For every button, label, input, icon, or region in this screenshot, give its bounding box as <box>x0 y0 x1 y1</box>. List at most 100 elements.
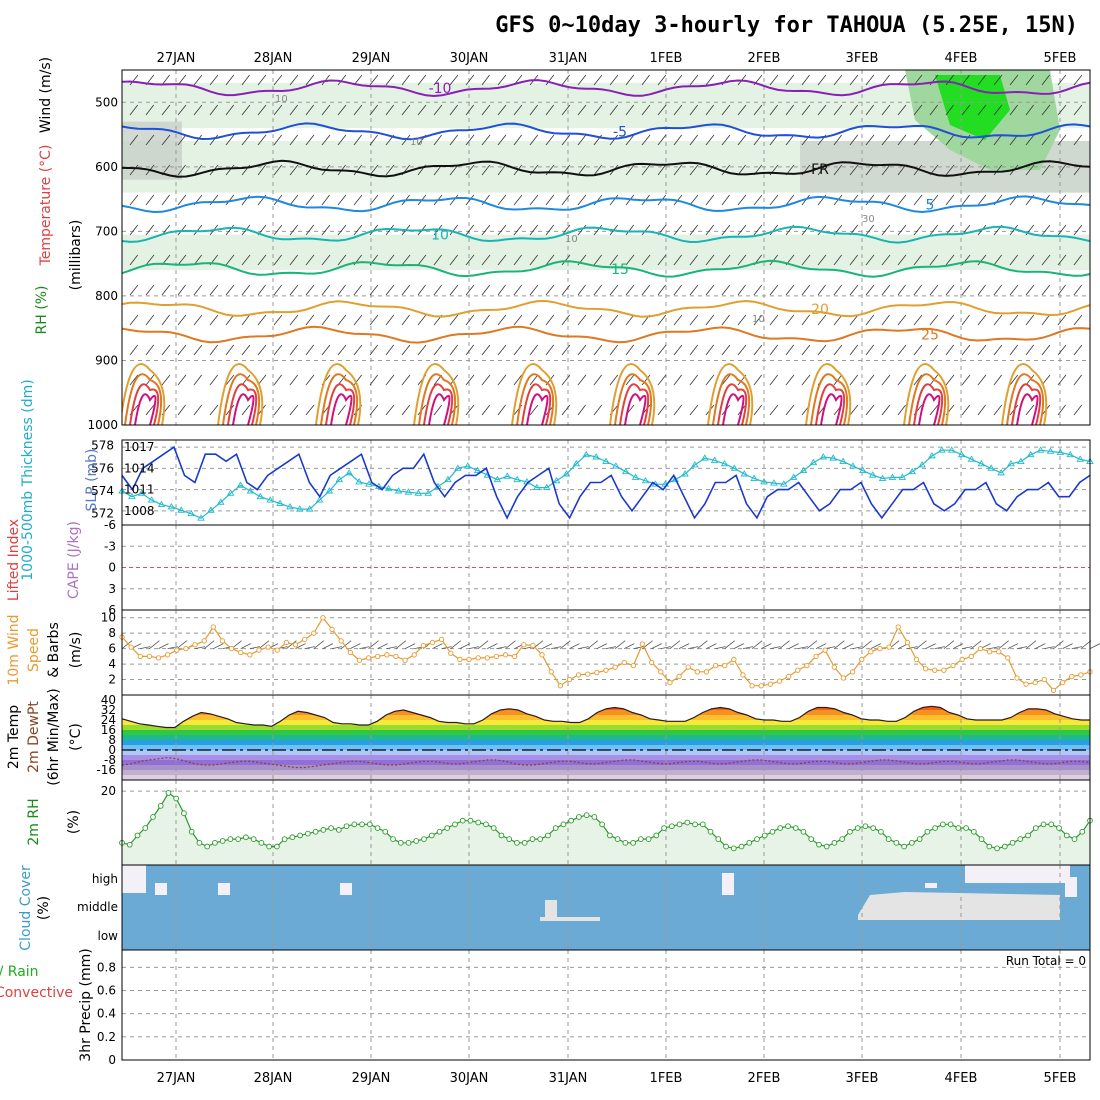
wind-barb <box>513 104 523 116</box>
wind-speed-point <box>767 681 774 687</box>
wind-barb <box>286 640 297 649</box>
wind-barb <box>593 374 602 386</box>
thickness-point <box>819 453 828 460</box>
wind-barb <box>688 646 699 650</box>
rh-point <box>196 839 203 846</box>
run-total-label: Run Total = 0 <box>1006 954 1086 968</box>
wind-barb <box>273 104 283 116</box>
wind-barb <box>1025 374 1035 386</box>
rh-point <box>227 836 234 842</box>
wind-barb <box>225 374 235 386</box>
wind-barb <box>993 254 1002 266</box>
wind-barb <box>721 194 730 206</box>
rh-point <box>320 827 327 833</box>
wind-barb <box>1025 134 1035 146</box>
cloud-gap <box>155 883 167 895</box>
wind-barb <box>177 104 187 116</box>
rh-point <box>529 836 536 842</box>
thickness-point <box>533 483 541 491</box>
temp-color-band <box>122 725 1090 730</box>
wind-barb <box>145 254 155 266</box>
wind-barb <box>673 224 683 236</box>
wind-barb <box>289 254 299 266</box>
wind-barb <box>577 164 586 176</box>
wind-barb <box>369 104 379 116</box>
wind-barb <box>833 254 842 266</box>
wind-barb <box>657 164 666 176</box>
temperature-contour <box>418 373 457 425</box>
wind-barb <box>1025 164 1035 176</box>
y-tick-label: 20 <box>101 784 116 798</box>
wind-barb <box>209 194 219 206</box>
wind-barb <box>289 374 299 386</box>
wind-barb <box>913 254 922 266</box>
rh-point <box>769 828 776 835</box>
wind-barb <box>913 344 923 356</box>
wind-barb <box>1073 344 1083 356</box>
thickness-point <box>770 479 778 486</box>
thickness-point <box>167 502 176 510</box>
wind-barb <box>1089 643 1100 649</box>
wind-speed-point <box>137 653 143 660</box>
rh-axis-label: RH (%) <box>34 286 50 335</box>
rh-point <box>963 825 969 831</box>
wind-barb <box>401 314 410 326</box>
wind-speed-point <box>785 673 792 680</box>
wind-barb <box>1041 74 1050 86</box>
wind-barb <box>545 344 554 356</box>
wind-barb <box>779 640 790 649</box>
wind-barb <box>177 404 186 416</box>
date-label-bottom: 28JAN <box>254 1071 293 1086</box>
wind-barb <box>881 404 891 416</box>
wind-barb <box>753 224 763 236</box>
wind-barb <box>433 344 443 356</box>
wind-barb <box>660 646 671 650</box>
date-label-top: 31JAN <box>549 51 588 66</box>
date-label-bottom: 29JAN <box>352 1071 391 1086</box>
wind-barb <box>241 74 250 86</box>
wind-barb <box>417 284 426 296</box>
wind-speed-point <box>996 649 1002 655</box>
thickness-point <box>789 473 798 480</box>
wind-barb <box>945 74 955 86</box>
wind-barb <box>945 284 955 296</box>
wind-barb <box>897 194 907 206</box>
wind-barb <box>881 344 891 356</box>
rh-point <box>413 838 420 844</box>
wind-barb <box>321 74 330 86</box>
wind-barb <box>225 164 235 176</box>
wind-barb <box>561 194 570 206</box>
wind-barb <box>1041 224 1051 236</box>
wind-speed-point <box>831 664 837 670</box>
temperature-contour <box>320 373 359 425</box>
wind-barb <box>849 344 859 356</box>
wind-barb <box>369 134 379 146</box>
rh-point <box>1079 828 1086 835</box>
thickness-point <box>592 453 600 460</box>
wind-barb <box>609 74 619 86</box>
cloud-gap <box>122 865 146 893</box>
cloud-level-label: middle <box>77 900 118 914</box>
wind-barb <box>769 404 779 416</box>
wind-barb <box>541 643 553 649</box>
wind-speed-point <box>950 662 956 669</box>
thickness-tick-label: 576 <box>91 461 114 475</box>
wind-barb <box>961 104 971 116</box>
wind-barb <box>689 404 699 416</box>
wind-barb <box>769 134 779 146</box>
wind-barb <box>961 404 971 416</box>
wind-barb <box>257 314 267 326</box>
wind-barb <box>977 104 987 116</box>
wind-barb <box>193 374 202 386</box>
date-label-bottom: 27JAN <box>157 1071 196 1086</box>
thickness-point <box>226 489 235 496</box>
wind-barb <box>657 314 667 326</box>
temp-color-band <box>122 765 1090 770</box>
thickness-point <box>888 473 897 480</box>
thickness-point <box>849 462 857 469</box>
wind-barb <box>587 640 598 649</box>
wind-barb <box>865 284 875 296</box>
wind-speed-point <box>1078 672 1084 678</box>
wind-barb <box>977 164 986 176</box>
wind-barb <box>481 164 491 176</box>
